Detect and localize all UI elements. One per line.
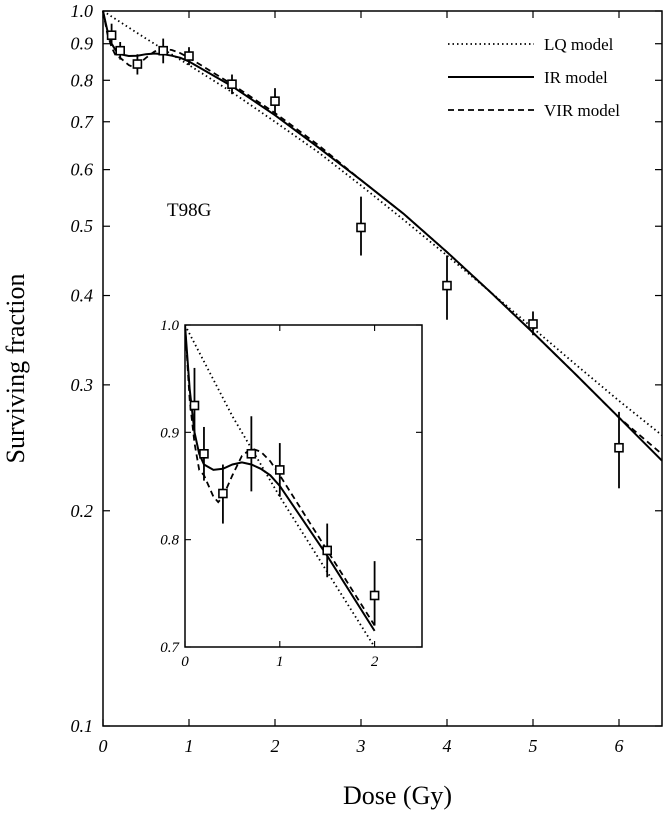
inset-frame (184, 324, 423, 648)
y-tick-label: 0.8 (71, 70, 94, 90)
inset-data-point (369, 590, 380, 601)
x-tick-label: 0 (99, 736, 108, 756)
y-tick-label: 0.5 (71, 216, 94, 236)
legend-label: LQ model (544, 35, 614, 54)
y-tick-label: 0.3 (71, 375, 94, 395)
data-point (442, 280, 452, 291)
x-tick-label: 4 (443, 736, 452, 756)
inset-data-point (246, 448, 257, 459)
inset-series (185, 325, 380, 647)
y-tick-label: 0.9 (71, 34, 94, 54)
y-tick-label: 1.0 (71, 1, 94, 21)
inset-y-tick-label: 0.9 (160, 425, 179, 441)
legend-label: IR model (544, 68, 608, 87)
y-axis-title: Surviving fraction (1, 274, 30, 464)
inset-plot: 0.7 0.8 0.9 1.0 0 1 2 (160, 318, 423, 670)
data-point (528, 319, 538, 329)
inset-y-tick-label: 0.7 (160, 640, 180, 656)
x-tick-label: 6 (615, 736, 624, 756)
y-tick-label: 0.1 (71, 716, 94, 736)
x-tick-label: 3 (356, 736, 366, 756)
x-tick-label: 1 (185, 736, 194, 756)
data-point (184, 51, 194, 61)
inset-data-point (274, 465, 285, 475)
cell-line-label: T98G (167, 200, 212, 221)
inset-data-point (189, 400, 200, 411)
data-point (614, 442, 624, 453)
data-point (158, 45, 168, 56)
plot-frame (102, 10, 663, 727)
x-tick-label: 5 (529, 736, 538, 756)
inset-x-tick-label: 2 (371, 654, 379, 670)
y-tick-label: 0.4 (71, 286, 94, 306)
inset-y-tick-label: 1.0 (160, 318, 179, 334)
y-tick-label: 0.2 (71, 501, 94, 521)
x-axis-title: Dose (Gy) (343, 781, 452, 810)
inset-data-point (218, 488, 228, 499)
legend-label: VIR model (544, 101, 620, 120)
data-point (132, 59, 143, 69)
y-tick-label: 0.7 (71, 112, 95, 132)
data-point (270, 96, 280, 106)
inset-data-point (322, 545, 333, 556)
inset-x-tick-label: 0 (181, 654, 189, 670)
data-point (115, 45, 125, 56)
inset-x-tick-label: 1 (276, 654, 284, 670)
data-point (356, 222, 366, 233)
y-tick-label: 0.6 (71, 160, 94, 180)
data-point (106, 30, 117, 41)
inset-series-lq-model (185, 325, 376, 647)
inset-y-tick-label: 0.8 (160, 533, 179, 549)
x-tick-label: 2 (271, 736, 280, 756)
data-point (227, 79, 237, 89)
inset-series-ir-model (185, 325, 376, 632)
inset-data-point (199, 448, 209, 459)
